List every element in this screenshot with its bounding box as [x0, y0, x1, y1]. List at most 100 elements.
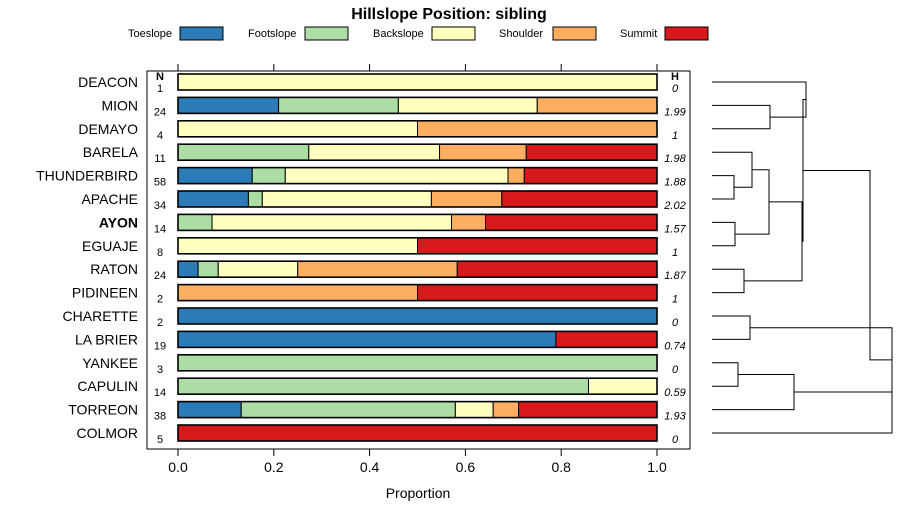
bar-outline: [177, 213, 658, 232]
h-value: 1.57: [664, 223, 686, 235]
bar-outline: [177, 143, 658, 161]
bar-row: TORREON 38 1.93: [68, 400, 687, 423]
bar-segment: [217, 260, 299, 278]
bar-row: EGUAJE 8 1: [82, 237, 678, 259]
h-value: 0: [672, 83, 679, 95]
legend-label: Summit: [620, 28, 657, 40]
bar-outline: [177, 237, 658, 255]
h-value: 0: [672, 434, 679, 446]
n-value: 24: [154, 270, 166, 282]
bar-row: MION 24 1.99: [101, 96, 686, 118]
n-value: 19: [154, 340, 166, 352]
x-tick-label: 0.6: [456, 459, 476, 475]
chart-title: Hillslope Position: sibling: [351, 6, 547, 23]
n-value: 3: [157, 364, 163, 376]
legend-swatch: [552, 26, 597, 41]
x-axis: 0.0 0.2 0.4 0.6 0.8 1.0: [168, 449, 667, 475]
bar-segment: [308, 143, 441, 161]
category-label: YANKEE: [82, 355, 138, 371]
bar-row: PIDINEEN 2 1: [72, 283, 678, 306]
x-tick-label: 1.0: [647, 459, 667, 475]
category-label: THUNDERBIRD: [36, 168, 138, 184]
plot-frame: [146, 70, 691, 450]
h-value: 1.88: [664, 177, 686, 189]
n-value: 34: [154, 200, 166, 212]
dendrogram-branch: [712, 221, 736, 247]
bar-segment: [518, 401, 658, 419]
category-label: BARELA: [83, 144, 139, 160]
bar-segment: [278, 96, 399, 114]
n-value: 1: [157, 83, 163, 95]
n-value: 2: [157, 294, 163, 306]
category-label: CAPULIN: [77, 378, 138, 394]
bar-outline: [177, 307, 658, 325]
bar-row: BARELA 11 1.98: [83, 143, 687, 165]
category-label: DEACON: [78, 74, 138, 90]
dendrogram-branch: [712, 175, 735, 200]
bar-segment: [297, 260, 458, 278]
bar-row: AYON 14 1.57: [99, 213, 687, 235]
h-value: 1.87: [664, 270, 686, 282]
bar-segment: [417, 284, 658, 302]
legend: Toeslope Footslope Backslope Shoulder Summit: [128, 26, 709, 41]
h-value: 1: [672, 130, 678, 142]
category-label: DEMAYO: [78, 121, 138, 137]
bar-segment: [251, 167, 286, 185]
category-label: EGUAJE: [82, 238, 138, 254]
dendrogram-branch: [712, 81, 807, 118]
x-axis-label: Proportion: [386, 485, 451, 501]
bar-segment: [261, 190, 432, 208]
h-value: 1.98: [664, 153, 686, 165]
bar-segment: [525, 143, 658, 161]
bar-segment: [454, 401, 494, 419]
bar-segment: [177, 424, 658, 442]
legend-label: Footslope: [248, 28, 296, 40]
bar-row: APACHE 34 2.02: [81, 190, 686, 212]
h-value: 0.74: [664, 340, 685, 352]
bar-segment: [430, 190, 503, 208]
dendrogram-branch: [712, 359, 893, 434]
n-value: 11: [154, 153, 165, 165]
bar-segment: [417, 120, 658, 138]
x-tick-label: 0.8: [551, 459, 571, 475]
legend-label: Shoulder: [499, 28, 543, 40]
bar-outline: [177, 96, 658, 115]
h-value: 2.02: [663, 200, 685, 212]
dendrogram-branch: [712, 268, 745, 294]
bar-segment: [284, 167, 509, 185]
category-label: LA BRIER: [75, 331, 138, 347]
legend-swatch: [431, 26, 476, 41]
dendrogram-branch: [712, 315, 751, 340]
bar-row: CAPULIN 14 0.59: [77, 377, 686, 399]
bar-segment: [177, 401, 242, 419]
legend-swatch: [304, 26, 349, 41]
n-value: 8: [157, 247, 163, 259]
x-tick-label: 0.4: [360, 459, 380, 475]
bar-segment: [197, 260, 219, 278]
bar-outline: [177, 190, 658, 208]
bar-segment: [588, 377, 658, 395]
h-value: 1: [672, 247, 678, 259]
n-value: 58: [154, 177, 166, 189]
bar-segment: [177, 354, 658, 372]
bar-segment: [485, 213, 658, 231]
dendrogram-branch: [744, 201, 803, 282]
category-label: APACHE: [81, 191, 138, 207]
h-column-header: H: [671, 71, 679, 83]
bar-row: RATON 24 1.87: [90, 260, 687, 282]
bar-outline: [177, 120, 658, 138]
category-label: CHARETTE: [63, 308, 138, 324]
bar-segment: [177, 237, 418, 255]
bar-outline: [177, 166, 658, 185]
bar-segment: [177, 190, 249, 208]
top-ticks: [177, 64, 658, 71]
legend-label: Backslope: [373, 28, 424, 40]
bar-segment: [247, 190, 263, 208]
bar-outline: [177, 377, 658, 396]
n-value: 24: [154, 106, 166, 118]
bar-outline: [177, 283, 658, 302]
category-label: PIDINEEN: [72, 285, 138, 301]
bar-segment: [523, 167, 658, 185]
bar-segment: [177, 213, 213, 231]
